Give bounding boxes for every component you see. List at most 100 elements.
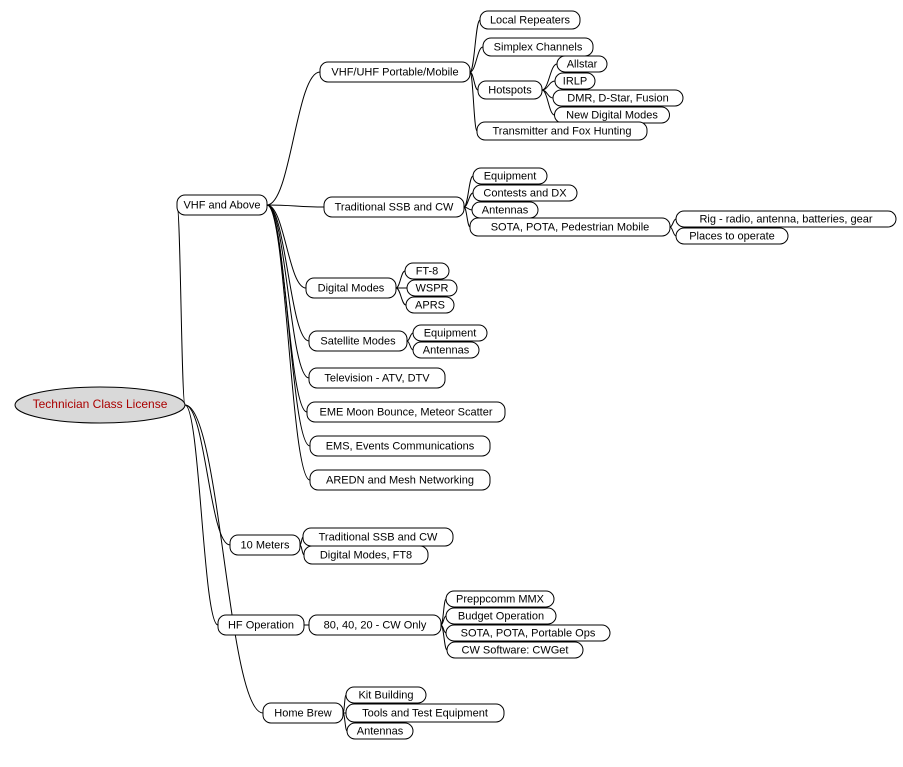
node-sotap: SOTA, POTA, Portable Ops — [446, 625, 610, 641]
node-ft8: FT-8 — [405, 263, 449, 279]
node-sota: SOTA, POTA, Pedestrian Mobile — [470, 218, 670, 236]
node-label-ant3: Antennas — [357, 725, 404, 737]
node-hotspots: Hotspots — [478, 81, 542, 99]
node-foxhunt: Transmitter and Fox Hunting — [477, 122, 647, 140]
node-prepp: Preppcomm MMX — [446, 591, 554, 607]
edge-satmodes-ant2 — [407, 341, 413, 350]
node-label-tenssb: Traditional SSB and CW — [319, 531, 438, 543]
edge-sota-places — [670, 227, 676, 236]
node-label-ems: EMS, Events Communications — [326, 440, 475, 452]
root-label: Technician Class License — [33, 397, 168, 411]
edge-hotspots-allstar — [542, 64, 557, 90]
node-label-rig: Rig - radio, antenna, batteries, gear — [699, 213, 872, 225]
edge-tenm-tenft8 — [300, 545, 304, 555]
node-label-dmr: DMR, D-Star, Fusion — [567, 92, 668, 104]
node-kit: Kit Building — [346, 687, 426, 703]
node-label-hotspots: Hotspots — [488, 84, 532, 96]
node-label-irlp: IRLP — [563, 75, 587, 87]
edge-vhf-vhfuhf — [267, 72, 320, 205]
edge-root-hfop — [185, 405, 218, 625]
edge-root-homebrew — [185, 405, 263, 713]
node-hfop: HF Operation — [218, 615, 304, 635]
mindmap-canvas: Technician Class License VHF and Above VHF… — [0, 0, 903, 767]
node-label-vhf: VHF and Above — [183, 199, 260, 211]
node-cwsoft: CW Software: CWGet — [447, 642, 583, 658]
node-label-homebrew: Home Brew — [274, 707, 332, 719]
edge-digmodes-ft8 — [396, 271, 405, 288]
node-label-cwonly: 80, 40, 20 - CW Only — [324, 619, 427, 631]
edge-hotspots-newdig — [542, 90, 555, 115]
node-equip1: Equipment — [473, 168, 547, 184]
node-cwonly: 80, 40, 20 - CW Only — [309, 615, 441, 635]
node-label-wspr: WSPR — [416, 282, 449, 294]
node-aprs: APRS — [406, 297, 454, 313]
node-label-eme: EME Moon Bounce, Meteor Scatter — [319, 406, 492, 418]
node-vhf: VHF and Above — [177, 195, 267, 215]
node-label-ft8: FT-8 — [416, 265, 439, 277]
node-label-tenft8: Digital Modes, FT8 — [320, 549, 412, 561]
node-digmodes: Digital Modes — [306, 278, 396, 298]
node-label-places: Places to operate — [689, 230, 775, 242]
node-contests: Contests and DX — [473, 185, 577, 201]
node-simplex: Simplex Channels — [483, 38, 593, 56]
node-label-tv: Television - ATV, DTV — [324, 372, 430, 384]
node-allstar: Allstar — [557, 56, 607, 72]
node-ant1: Antennas — [472, 202, 538, 218]
node-label-localrep: Local Repeaters — [490, 14, 571, 26]
edge-ssbcw-sota — [464, 207, 470, 227]
edge-digmodes-aprs — [396, 288, 406, 305]
node-label-sota: SOTA, POTA, Pedestrian Mobile — [491, 221, 650, 233]
node-wspr: WSPR — [407, 280, 457, 296]
node-tenm: 10 Meters — [230, 535, 300, 555]
node-label-newdig: New Digital Modes — [566, 109, 658, 121]
node-label-aredn: AREDN and Mesh Networking — [326, 474, 474, 486]
node-label-vhfuhf: VHF/UHF Portable/Mobile — [331, 66, 458, 78]
node-equip2: Equipment — [413, 325, 487, 341]
node-label-allstar: Allstar — [567, 58, 598, 70]
node-tenft8: Digital Modes, FT8 — [304, 546, 428, 564]
node-eme: EME Moon Bounce, Meteor Scatter — [307, 402, 505, 422]
node-ems: EMS, Events Communications — [310, 436, 490, 456]
node-label-foxhunt: Transmitter and Fox Hunting — [493, 125, 632, 137]
node-label-satmodes: Satellite Modes — [320, 335, 396, 347]
node-tv: Television - ATV, DTV — [309, 368, 445, 388]
node-label-aprs: APRS — [415, 299, 445, 311]
node-places: Places to operate — [676, 228, 788, 244]
node-label-equip1: Equipment — [484, 170, 537, 182]
node-label-sotap: SOTA, POTA, Portable Ops — [461, 627, 596, 639]
node-label-kit: Kit Building — [358, 689, 413, 701]
node-tenssb: Traditional SSB and CW — [303, 528, 453, 546]
node-localrep: Local Repeaters — [480, 11, 580, 29]
node-satmodes: Satellite Modes — [309, 331, 407, 351]
node-budget: Budget Operation — [446, 608, 556, 624]
node-vhfuhf: VHF/UHF Portable/Mobile — [320, 62, 470, 82]
node-tools: Tools and Test Equipment — [346, 704, 504, 722]
nodes-layer: Technician Class License VHF and Above VHF… — [15, 11, 896, 739]
edge-root-tenm — [185, 405, 230, 545]
node-label-hfop: HF Operation — [228, 619, 294, 631]
node-label-digmodes: Digital Modes — [318, 282, 385, 294]
edge-ssbcw-equip1 — [464, 176, 473, 207]
node-label-tenm: 10 Meters — [241, 539, 290, 551]
edge-sota-rig — [670, 219, 676, 227]
node-root: Technician Class License — [15, 387, 185, 423]
node-homebrew: Home Brew — [263, 703, 343, 723]
edge-root-vhf — [177, 205, 185, 405]
node-label-contests: Contests and DX — [483, 187, 567, 199]
edge-satmodes-equip2 — [407, 333, 413, 341]
node-aredn: AREDN and Mesh Networking — [310, 470, 490, 490]
node-label-ant1: Antennas — [482, 204, 529, 216]
node-label-ant2: Antennas — [423, 344, 470, 356]
edge-vhf-ssbcw — [267, 205, 324, 207]
node-label-simplex: Simplex Channels — [494, 41, 583, 53]
node-label-equip2: Equipment — [424, 327, 477, 339]
node-label-cwsoft: CW Software: CWGet — [462, 644, 569, 656]
node-ant2: Antennas — [413, 342, 479, 358]
node-ant3: Antennas — [347, 723, 413, 739]
node-ssbcw: Traditional SSB and CW — [324, 197, 464, 217]
node-label-ssbcw: Traditional SSB and CW — [335, 201, 454, 213]
node-rig: Rig - radio, antenna, batteries, gear — [676, 211, 896, 227]
node-label-prepp: Preppcomm MMX — [456, 593, 545, 605]
edge-vhf-tv — [267, 205, 309, 378]
node-label-budget: Budget Operation — [458, 610, 544, 622]
